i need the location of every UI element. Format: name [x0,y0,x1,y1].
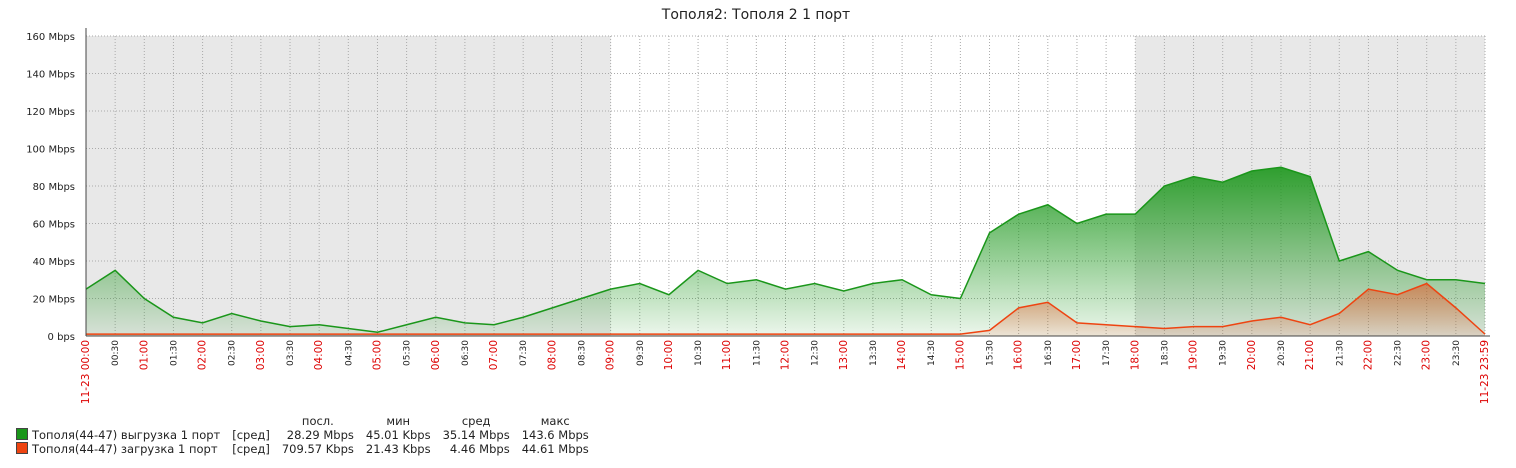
x-tick-label: 21:30 [1335,340,1345,366]
series-line [85,166,1486,334]
x-tick-label: 01:00 [138,340,150,370]
x-tick-label: 08:30 [577,340,587,366]
y-tick-label: 80 Mbps [33,182,75,193]
x-tick-label: 18:00 [1129,340,1141,370]
x-tick-label: 17:00 [1071,340,1083,370]
legend-entry: Тополя(44-47) загрузка 1 порт [10,442,226,456]
x-tick-label: 04:30 [344,340,354,366]
y-tick-label: 60 Mbps [33,220,75,231]
x-tick-label: 23:30 [1452,340,1462,366]
legend-swatch [16,428,28,440]
series-line [86,282,1486,335]
legend-stat: 709.57 Kbps [281,442,354,456]
chart-title: Тополя2: Тополя 2 1 порт [661,7,850,23]
legend-swatch [16,442,28,454]
x-tick-label: 11-23 00:00 [80,340,92,404]
x-tick-label: 13:30 [869,340,879,366]
x-tick-label: 16:30 [1044,340,1054,366]
x-tick-label: 07:30 [519,340,529,366]
legend-label: Тополя(44-47) загрузка 1 порт [32,442,218,456]
legend-stat: 143.6 Mbps [521,428,589,442]
x-tick-label: 14:30 [927,340,937,366]
x-tick-label: 23:00 [1421,340,1433,370]
y-tick-label: 120 Mbps [26,107,75,118]
x-tick-label: 05:30 [403,340,413,366]
legend-row: Тополя(44-47) загрузка 1 порт [сред] 709.5… [10,442,595,456]
x-tick-label: 02:30 [228,340,238,366]
legend-header: посл. мин сред макс [10,414,595,428]
x-tick-label: 15:00 [954,340,966,370]
x-tick-label: 11-23 23:59 [1479,340,1491,404]
x-tick-label: 00:30 [111,340,121,366]
x-tick-label: 09:00 [605,340,617,370]
x-tick-label: 11:00 [721,340,733,370]
legend-stat: 35.14 Mbps [442,428,510,442]
x-tick-label: 01:30 [169,340,179,366]
x-tick-label: 10:00 [663,340,675,370]
legend-column-header: сред [461,414,491,428]
y-tick-label: 100 Mbps [26,145,75,156]
legend-stat: 45.01 Kbps [365,428,431,442]
series-area [86,167,1485,336]
x-tick-label: 02:00 [197,340,209,370]
x-tick-label: 20:30 [1277,340,1287,366]
x-tick-label: 03:30 [286,340,296,366]
legend-stat: [сред] [232,428,270,442]
x-tick-label: 18:30 [1160,340,1170,366]
x-tick-label: 09:30 [636,340,646,366]
x-tick-label: 06:00 [430,340,442,370]
legend-column-header: мин [386,414,411,428]
y-tick-label: 140 Mbps [26,70,75,81]
x-tick-label: 13:00 [838,340,850,370]
x-tick-label: 10:30 [694,340,704,366]
x-tick-label: 21:00 [1304,340,1316,370]
x-tick-label: 22:30 [1394,340,1404,366]
y-tick-label: 0 bps [48,332,75,343]
legend-column-header: макс [540,414,570,428]
x-tick-label: 15:30 [986,340,996,366]
x-tick-label: 05:00 [371,340,383,370]
x-tick-label: 19:00 [1188,340,1200,370]
x-tick-label: 11:30 [752,340,762,366]
y-tick-label: 160 Mbps [26,32,75,43]
chart: Тополя2: Тополя 2 1 порт 11-23 00:00 00:3… [26,7,1491,404]
legend: посл. мин сред макс Тополя(44-47) выгрузка 1… [10,414,595,456]
x-tick-label: 12:00 [780,340,792,370]
x-tick-label: 07:00 [488,340,500,370]
x-tick-label: 03:00 [255,340,267,370]
x-tick-label: 14:00 [896,340,908,370]
legend-stat: [сред] [232,442,270,456]
x-tick-label: 06:30 [461,340,471,366]
legend-stat: 21.43 Kbps [365,442,431,456]
x-tick-label: 22:00 [1362,340,1374,370]
legend-stat: 4.46 Mbps [449,442,510,456]
y-tick-label: 40 Mbps [33,257,75,268]
x-tick-label: 12:30 [811,340,821,366]
legend-stat: 28.29 Mbps [286,428,354,442]
legend-row: Тополя(44-47) выгрузка 1 порт [сред] 28.29… [10,428,595,442]
legend-label: Тополя(44-47) выгрузка 1 порт [32,428,221,442]
x-tick-label: 20:00 [1246,340,1258,370]
legend-column-header: посл. [301,414,334,428]
x-tick-label: 08:00 [546,340,558,370]
x-tick-label: 16:00 [1013,340,1025,370]
legend-stat: 44.61 Mbps [521,442,589,456]
y-tick-label: 20 Mbps [33,295,75,306]
legend-entry: Тополя(44-47) выгрузка 1 порт [10,428,226,442]
x-tick-label: 17:30 [1102,340,1112,366]
x-tick-label: 19:30 [1219,340,1229,366]
series-area [86,283,1485,336]
x-tick-label: 04:00 [313,340,325,370]
